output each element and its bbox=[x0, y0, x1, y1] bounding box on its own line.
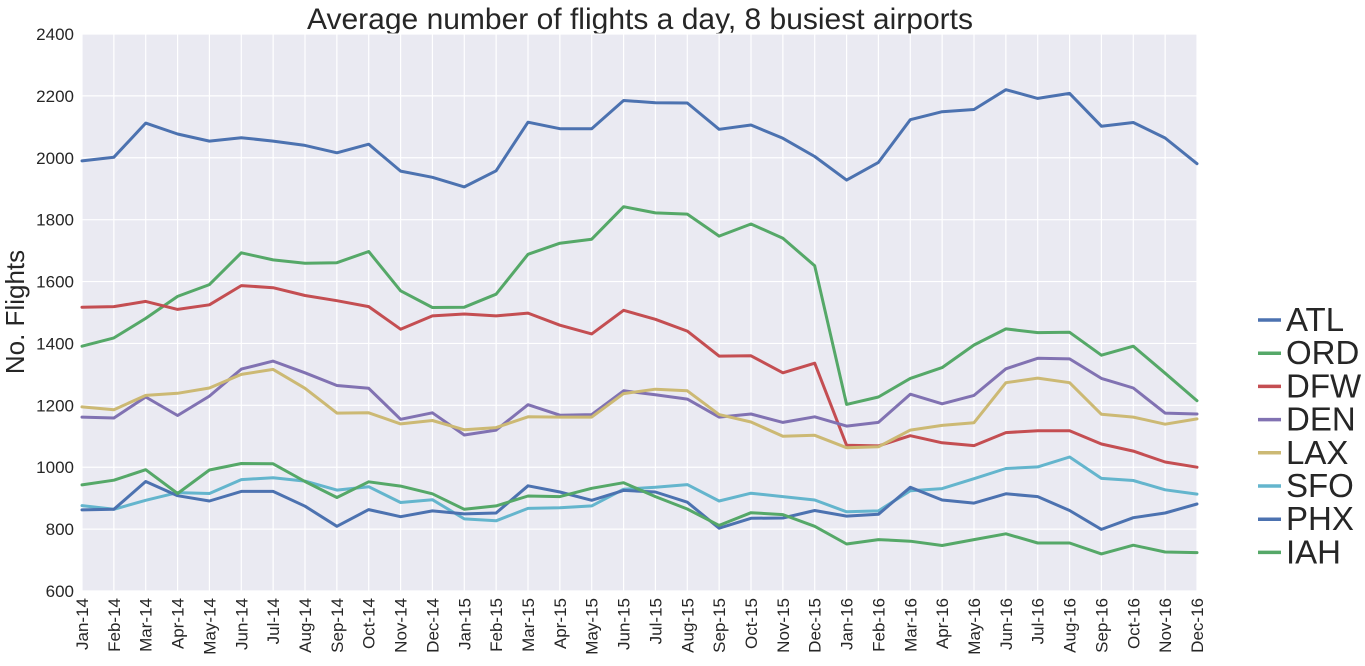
x-tick-label: Aug-16 bbox=[1061, 598, 1080, 653]
x-tick-label: May-15 bbox=[583, 598, 602, 655]
x-tick-label: Nov-14 bbox=[392, 598, 411, 653]
x-tick-label: Jul-14 bbox=[264, 598, 283, 644]
series-line-lax bbox=[80, 367, 1199, 450]
legend-label-sfo: SFO bbox=[1286, 467, 1354, 504]
x-tick-label: Jul-16 bbox=[1029, 598, 1048, 644]
x-tick-label: Feb-14 bbox=[105, 598, 124, 652]
y-tick-label: 1000 bbox=[36, 458, 74, 477]
x-tick-label: Sep-15 bbox=[710, 598, 729, 653]
series-lines bbox=[80, 88, 1199, 556]
x-tick-label: Apr-16 bbox=[933, 598, 952, 649]
x-tick-label: Jun-16 bbox=[997, 598, 1016, 650]
x-tick-label: Sep-16 bbox=[1092, 598, 1111, 653]
x-tick-label: Dec-14 bbox=[423, 598, 442, 653]
x-axis-ticks: Jan-14 Feb-14 Mar-14 Apr-14 May-14 Jun-14 Jul-… bbox=[73, 598, 1207, 655]
x-tick-label: Mar-15 bbox=[519, 598, 538, 652]
x-tick-label: Feb-16 bbox=[869, 598, 888, 652]
x-tick-label: Dec-16 bbox=[1188, 598, 1207, 653]
x-tick-label: Sep-14 bbox=[328, 598, 347, 653]
y-tick-label: 2000 bbox=[36, 149, 74, 168]
y-tick-label: 800 bbox=[46, 520, 74, 539]
legend-label-ord: ORD bbox=[1286, 334, 1359, 371]
chart-title: Average number of flights a day, 8 busie… bbox=[307, 3, 973, 36]
x-tick-label: May-14 bbox=[200, 598, 219, 655]
legend-label-phx: PHX bbox=[1286, 500, 1354, 537]
legend-label-iah: IAH bbox=[1286, 533, 1341, 570]
legend-label-lax: LAX bbox=[1286, 434, 1348, 471]
x-tick-label: Jun-15 bbox=[615, 598, 634, 650]
x-tick-label: Jan-14 bbox=[73, 598, 92, 650]
x-tick-label: Mar-14 bbox=[137, 598, 156, 652]
x-tick-label: Oct-14 bbox=[360, 598, 379, 649]
series-line-ord bbox=[80, 205, 1199, 406]
y-tick-label: 1400 bbox=[36, 334, 74, 353]
x-tick-label: Jun-14 bbox=[232, 598, 251, 650]
x-tick-label: Aug-14 bbox=[296, 598, 315, 653]
y-tick-label: 1800 bbox=[36, 211, 74, 230]
y-tick-label: 1200 bbox=[36, 396, 74, 415]
x-tick-label: Oct-15 bbox=[742, 598, 761, 649]
x-tick-label: May-16 bbox=[965, 598, 984, 655]
y-axis-label: No. Flights bbox=[0, 250, 30, 374]
series-line-atl bbox=[80, 88, 1199, 189]
x-tick-label: Apr-15 bbox=[551, 598, 570, 649]
y-tick-label: 2200 bbox=[36, 87, 74, 106]
y-tick-label: 2400 bbox=[36, 25, 74, 44]
x-tick-label: Oct-16 bbox=[1124, 598, 1143, 649]
y-axis-ticks: 600 800 1000 1200 1400 1600 1800 2000 2200 2400 bbox=[36, 25, 74, 601]
x-tick-label: Aug-15 bbox=[678, 598, 697, 653]
y-tick-label: 1600 bbox=[36, 273, 74, 292]
legend-label-den: DEN bbox=[1286, 401, 1356, 438]
x-tick-label: Feb-15 bbox=[487, 598, 506, 652]
x-tick-label: Apr-14 bbox=[169, 598, 188, 649]
x-tick-label: Mar-16 bbox=[901, 598, 920, 652]
x-tick-label: Nov-15 bbox=[774, 598, 793, 653]
x-tick-label: Jul-15 bbox=[646, 598, 665, 644]
x-tick-label: Dec-15 bbox=[806, 598, 825, 653]
x-tick-label: Jan-15 bbox=[455, 598, 474, 650]
series-line-iah bbox=[80, 462, 1199, 556]
x-tick-label: Jan-16 bbox=[838, 598, 857, 650]
x-tick-label: Nov-16 bbox=[1156, 598, 1175, 653]
legend-label-atl: ATL bbox=[1286, 301, 1344, 338]
series-line-dfw bbox=[80, 284, 1199, 469]
y-tick-label: 600 bbox=[46, 582, 74, 601]
plot-area bbox=[82, 34, 1197, 591]
legend-label-dfw: DFW bbox=[1286, 367, 1362, 404]
